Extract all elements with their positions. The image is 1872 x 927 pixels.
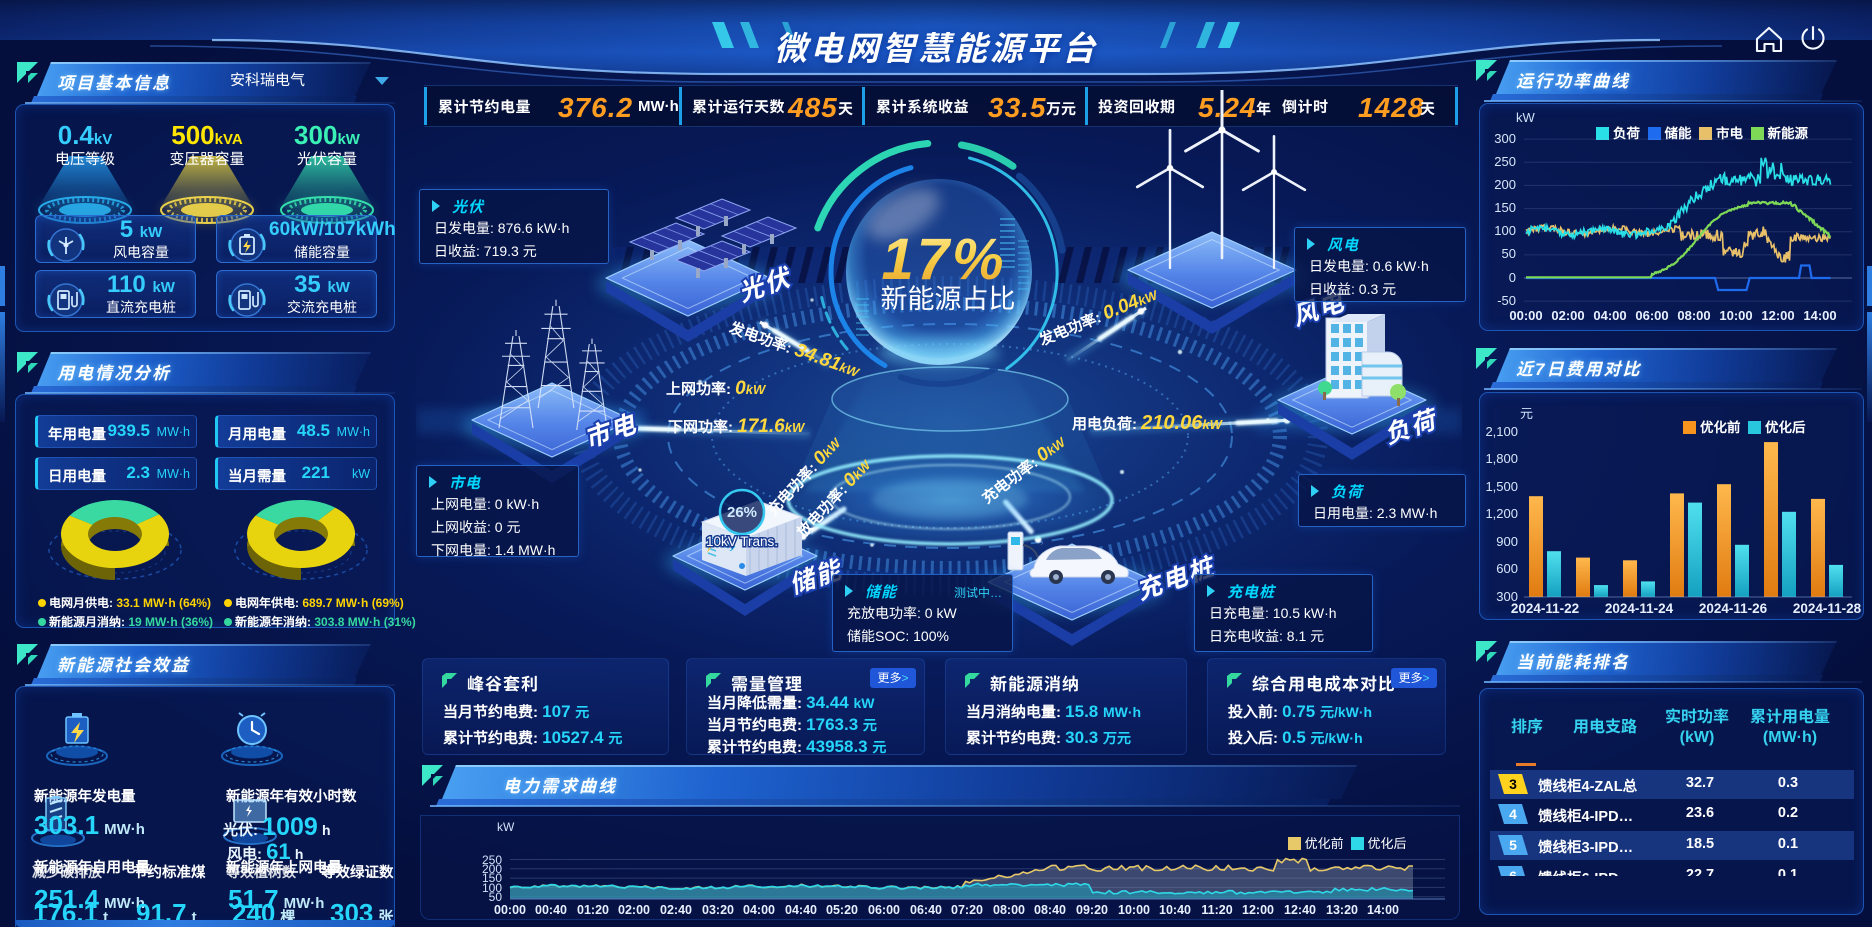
- svg-text:新能源占比: 新能源占比: [881, 284, 1016, 314]
- svg-text:10kV Trans.: 10kV Trans.: [706, 534, 778, 549]
- svg-text:26%: 26%: [727, 504, 757, 521]
- svg-text:17%: 17%: [881, 227, 1006, 292]
